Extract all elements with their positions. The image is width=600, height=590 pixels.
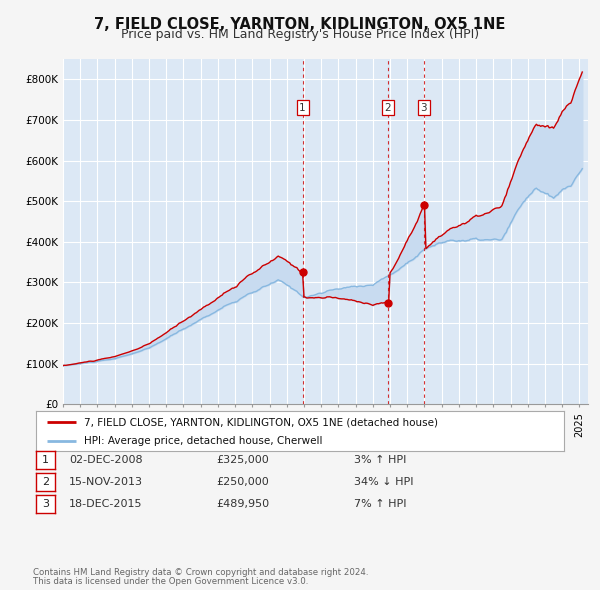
Text: Price paid vs. HM Land Registry's House Price Index (HPI): Price paid vs. HM Land Registry's House … [121, 28, 479, 41]
Text: £250,000: £250,000 [216, 477, 269, 487]
Text: 7% ↑ HPI: 7% ↑ HPI [354, 499, 407, 509]
Text: £489,950: £489,950 [216, 499, 269, 509]
Text: 7, FIELD CLOSE, YARNTON, KIDLINGTON, OX5 1NE (detached house): 7, FIELD CLOSE, YARNTON, KIDLINGTON, OX5… [83, 418, 437, 428]
Text: 1: 1 [299, 103, 306, 113]
Text: 18-DEC-2015: 18-DEC-2015 [69, 499, 143, 509]
Text: 7, FIELD CLOSE, YARNTON, KIDLINGTON, OX5 1NE: 7, FIELD CLOSE, YARNTON, KIDLINGTON, OX5… [94, 17, 506, 31]
Text: £325,000: £325,000 [216, 455, 269, 465]
Text: 3: 3 [421, 103, 427, 113]
Text: 3: 3 [42, 499, 49, 509]
Text: 34% ↓ HPI: 34% ↓ HPI [354, 477, 413, 487]
Text: HPI: Average price, detached house, Cherwell: HPI: Average price, detached house, Cher… [83, 437, 322, 446]
Text: 15-NOV-2013: 15-NOV-2013 [69, 477, 143, 487]
Text: 2: 2 [42, 477, 49, 487]
Text: Contains HM Land Registry data © Crown copyright and database right 2024.: Contains HM Land Registry data © Crown c… [33, 568, 368, 577]
Text: 3% ↑ HPI: 3% ↑ HPI [354, 455, 406, 465]
Text: 02-DEC-2008: 02-DEC-2008 [69, 455, 143, 465]
Text: This data is licensed under the Open Government Licence v3.0.: This data is licensed under the Open Gov… [33, 577, 308, 586]
Text: 1: 1 [42, 455, 49, 465]
Text: 2: 2 [385, 103, 391, 113]
